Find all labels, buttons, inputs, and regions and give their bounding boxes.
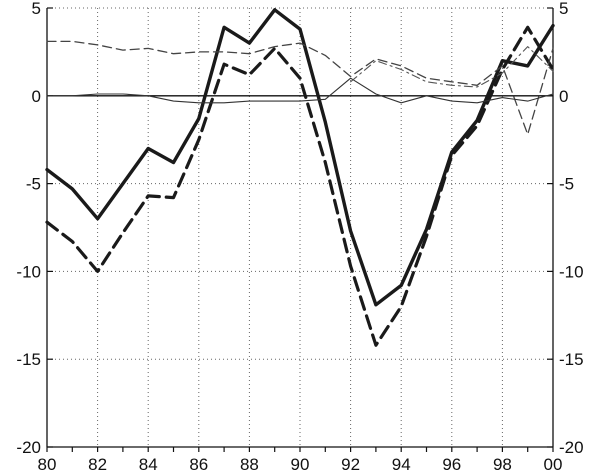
y-tick-label-left-0: 5 xyxy=(32,0,41,18)
series-line-3 xyxy=(46,40,554,136)
x-tick-label-0: 80 xyxy=(38,455,57,474)
y-tick-label-left-4: -15 xyxy=(16,350,41,369)
y-tick-label-left-5: -20 xyxy=(16,438,41,457)
x-tick-label-6: 92 xyxy=(341,455,360,474)
x-tick-label-7: 94 xyxy=(392,455,411,474)
y-tick-label-right-2: -5 xyxy=(559,175,574,194)
x-tick-label-9: 98 xyxy=(493,455,512,474)
y-tick-label-right-1: 0 xyxy=(559,87,568,106)
x-tick-label-3: 86 xyxy=(189,455,208,474)
y-tick-label-right-3: -10 xyxy=(559,262,584,281)
x-tick-label-2: 84 xyxy=(139,455,158,474)
y-tick-label-left-3: -10 xyxy=(16,262,41,281)
series-lines xyxy=(45,8,555,347)
y-tick-label-right-4: -15 xyxy=(559,350,584,369)
x-tick-label-8: 96 xyxy=(442,455,461,474)
y-tick-label-right-0: 5 xyxy=(559,0,568,18)
series-line-4 xyxy=(46,77,554,104)
y-tick-label-left-1: 0 xyxy=(32,87,41,106)
y-tick-label-left-2: -5 xyxy=(26,175,41,194)
x-tick-label-10: 00 xyxy=(544,455,563,474)
axes xyxy=(46,7,554,452)
gridlines xyxy=(46,7,554,448)
x-tick-label-4: 88 xyxy=(240,455,259,474)
x-tick-label-1: 82 xyxy=(88,455,107,474)
y-tick-label-right-5: -20 xyxy=(559,438,584,457)
series-line-5 xyxy=(350,46,554,88)
series-line-1 xyxy=(45,8,555,307)
x-tick-label-5: 90 xyxy=(291,455,310,474)
series-line-2 xyxy=(45,25,555,347)
